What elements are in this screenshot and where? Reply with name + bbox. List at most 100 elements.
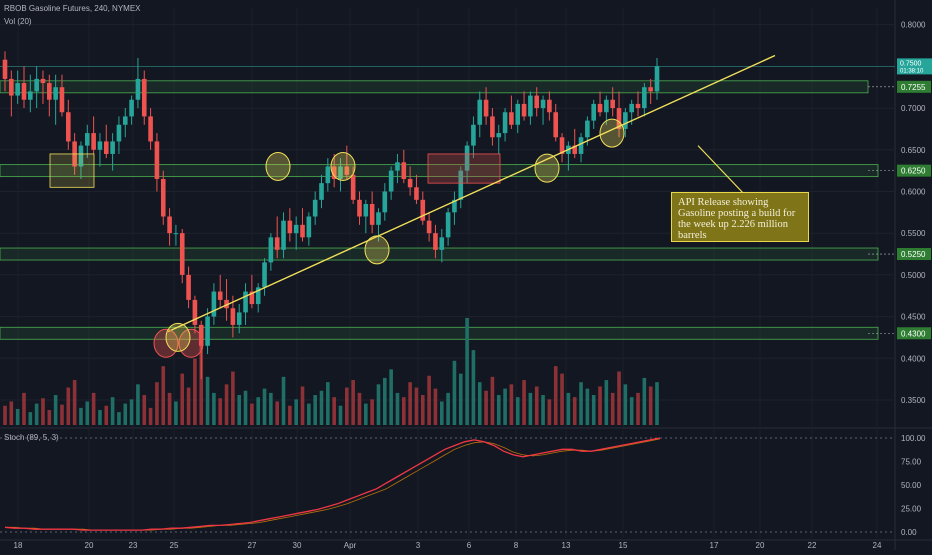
volume-bar [104, 405, 109, 425]
candle-body [53, 87, 58, 100]
candle-body [585, 120, 590, 138]
volume-bar [79, 407, 83, 425]
volume-bar [345, 387, 349, 425]
candle-body [642, 87, 647, 109]
candle-body [186, 274, 191, 300]
volume-bar [553, 366, 558, 425]
time-tick-label: Apr [344, 541, 357, 550]
time-tick-label: 6 [467, 541, 472, 550]
candle-body [179, 233, 185, 275]
candle-body [338, 166, 343, 179]
price-tick-label: 0.5500 [901, 229, 926, 238]
volume-bar [414, 387, 419, 425]
candle-body [452, 199, 457, 213]
candle-body [243, 291, 248, 313]
candle-body [490, 116, 495, 138]
volume-bar [484, 390, 488, 425]
candle-body [224, 299, 229, 309]
volume-bar [22, 392, 26, 425]
stoch-k-line [4, 437, 661, 531]
candle-body [629, 103, 634, 113]
candle-body [540, 99, 546, 109]
candle-body [331, 166, 337, 179]
time-tick-label: 13 [562, 541, 571, 550]
volume-bar [326, 382, 330, 425]
volume-bar [364, 403, 368, 425]
stoch-layer [4, 437, 661, 531]
time-tick-label: 20 [756, 541, 765, 550]
last-price-tag [897, 58, 932, 75]
volume-bar [15, 408, 20, 425]
candle-body [141, 78, 147, 117]
volume-bar [395, 392, 400, 425]
support-resistance-zone [0, 80, 869, 94]
volume-bar [231, 371, 235, 425]
time-tick-label: 25 [170, 541, 179, 550]
volume-bar [28, 412, 33, 425]
volume-bar [629, 397, 634, 425]
candle-body [445, 212, 451, 238]
support-resistance-zone [0, 247, 879, 261]
volume-bar [383, 377, 387, 425]
candle-body [40, 78, 46, 84]
volume-bar [591, 395, 596, 425]
volume-bar [471, 350, 476, 425]
candle-body [306, 216, 312, 238]
volume-bar [34, 403, 39, 425]
volume-bar [541, 395, 545, 425]
volume-bar [313, 395, 317, 425]
last-price-label: 0.7500 [900, 60, 922, 67]
level-price-label: 0.6250 [901, 167, 926, 176]
time-tick-label: 23 [129, 541, 138, 550]
candle-body [496, 133, 502, 138]
candle-body [211, 291, 217, 317]
candle-body [426, 220, 432, 234]
annotation-layer [49, 54, 776, 358]
volume-bar [357, 392, 362, 425]
volume-bar [636, 392, 640, 425]
volume-bar [370, 399, 374, 425]
volume-bar [98, 410, 102, 425]
time-tick-label: 20 [85, 541, 94, 550]
candle-body [559, 137, 565, 154]
candle-body [59, 87, 65, 113]
volume-bar [433, 388, 438, 425]
volume-indicator-label: Vol (20) [4, 17, 32, 26]
candle-body [167, 216, 172, 234]
countdown-label: 01:38:10 [900, 68, 924, 74]
stoch-indicator-label: Stoch (89, 5, 3) [4, 433, 59, 442]
volume-bar [281, 376, 286, 425]
volume-bar [408, 382, 412, 425]
level-price-tag [897, 80, 931, 93]
stoch-tick-label: 50.00 [901, 481, 922, 490]
touch-point-marker [265, 151, 291, 181]
touch-point-marker [534, 153, 560, 183]
volume-bar [528, 392, 533, 425]
volume-bar [9, 401, 14, 425]
volume-bar [53, 395, 58, 425]
price-tick-label: 0.8000 [901, 21, 926, 30]
candle-body [420, 199, 426, 221]
candle-body [97, 141, 103, 150]
level-price-tag [897, 327, 931, 340]
time-tick-label: 24 [873, 541, 882, 550]
volume-bar [262, 388, 267, 425]
candle-body [528, 95, 533, 117]
candle-body [635, 103, 641, 109]
candle-body [78, 145, 84, 167]
candle-body [407, 178, 413, 188]
candle-body [21, 83, 27, 100]
candle-body [262, 262, 267, 288]
volume-bar [85, 401, 90, 425]
volume-bar [338, 405, 343, 425]
candle-body [591, 103, 596, 121]
volume-bar [560, 373, 564, 425]
volume-bar [522, 380, 526, 425]
volume-bar [193, 358, 197, 425]
candle-body [547, 99, 552, 113]
volume-bar [439, 401, 444, 425]
volume-bar [186, 387, 191, 425]
volume-bar [66, 387, 71, 425]
candle-body [122, 116, 128, 125]
candle-body [135, 78, 141, 100]
